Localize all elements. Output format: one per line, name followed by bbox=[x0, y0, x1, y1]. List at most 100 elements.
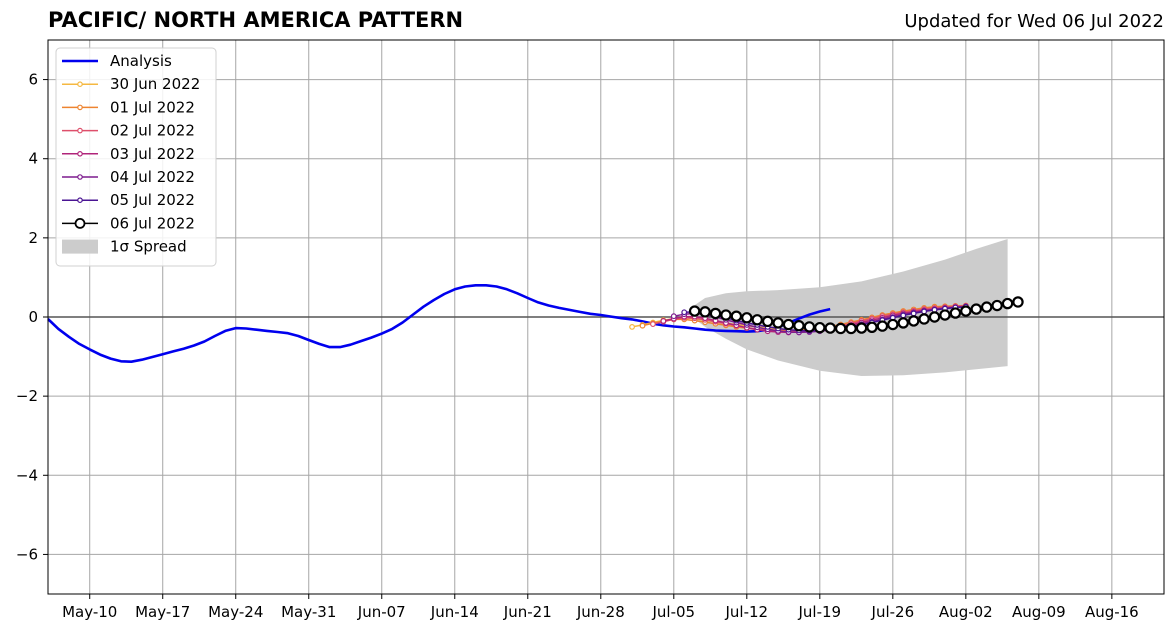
legend-item: 05 Jul 2022 bbox=[62, 191, 195, 209]
legend-label: 05 Jul 2022 bbox=[110, 191, 195, 209]
current-forecast-point bbox=[866, 321, 878, 333]
current-forecast-point bbox=[876, 320, 889, 332]
current-forecast-point bbox=[772, 317, 784, 329]
current-forecast-point bbox=[814, 321, 826, 334]
legend-marker bbox=[77, 174, 83, 180]
x-tick-label: Jun-07 bbox=[357, 603, 406, 621]
current-forecast-point bbox=[918, 313, 930, 325]
legend-label: 06 Jul 2022 bbox=[110, 214, 195, 232]
x-tick-label: Jun-28 bbox=[576, 603, 625, 621]
legend-item: Analysis bbox=[62, 52, 172, 70]
current-forecast-point bbox=[699, 306, 711, 318]
spread-band bbox=[694, 239, 1008, 376]
current-forecast-point bbox=[991, 299, 1003, 312]
current-forecast-point bbox=[834, 322, 847, 335]
forecast-point bbox=[670, 313, 677, 320]
analysis-line bbox=[47, 284, 831, 363]
y-tick-label: −6 bbox=[16, 545, 38, 563]
current-forecast-point bbox=[855, 322, 868, 334]
series-group bbox=[47, 284, 1024, 363]
current-forecast-point bbox=[949, 307, 962, 319]
y-tick-label: 4 bbox=[28, 150, 38, 168]
current-forecast-point bbox=[1012, 296, 1024, 308]
y-tick-label: 0 bbox=[28, 308, 38, 326]
forecast-point bbox=[660, 318, 667, 324]
y-tick-label: 6 bbox=[28, 71, 38, 89]
x-tick-label: May-31 bbox=[281, 603, 336, 621]
current-forecast-point bbox=[960, 305, 972, 317]
legend-item: 03 Jul 2022 bbox=[62, 145, 195, 163]
legend-item: 04 Jul 2022 bbox=[62, 168, 195, 186]
x-tick-label: Jul-05 bbox=[651, 603, 695, 621]
x-tick-label: Aug-16 bbox=[1085, 603, 1139, 621]
current-forecast-point bbox=[720, 309, 732, 321]
current-forecast-point bbox=[782, 318, 795, 331]
x-tick-label: Jul-26 bbox=[871, 603, 915, 621]
current-forecast-point bbox=[887, 318, 899, 331]
current-forecast-point bbox=[824, 322, 836, 334]
x-axis: May-10 May-17 May-24 May-31 Jun-07 Jun-14 Jun-… bbox=[62, 594, 1139, 621]
current-forecast-point bbox=[741, 312, 753, 324]
current-forecast-point bbox=[980, 301, 993, 313]
legend-label: 04 Jul 2022 bbox=[110, 168, 195, 186]
legend-swatch bbox=[62, 239, 98, 254]
forecast-point bbox=[900, 312, 907, 319]
current-forecast-point bbox=[688, 305, 701, 317]
x-tick-label: May-10 bbox=[62, 603, 117, 621]
legend-marker bbox=[74, 217, 86, 229]
forecast-point bbox=[921, 308, 928, 315]
legend-item: 1σ Spread bbox=[62, 238, 187, 256]
legend-label: 01 Jul 2022 bbox=[110, 98, 195, 116]
current-forecast-series bbox=[688, 296, 1024, 335]
current-forecast-point bbox=[709, 307, 722, 320]
legend-item: 30 Jun 2022 bbox=[62, 75, 200, 93]
y-tick-label: −4 bbox=[16, 466, 38, 484]
legend-marker bbox=[77, 151, 83, 157]
legend: Analysis 30 Jun 2022 01 Jul 2022 02 Jul 202… bbox=[55, 47, 217, 267]
current-forecast-point bbox=[970, 303, 982, 315]
current-forecast-point bbox=[751, 314, 763, 326]
legend-item: 06 Jul 2022 bbox=[62, 214, 195, 232]
current-forecast-point bbox=[1001, 297, 1014, 310]
x-tick-label: Jul-19 bbox=[798, 603, 842, 621]
forecast-point bbox=[910, 310, 917, 317]
current-forecast-point bbox=[939, 309, 951, 321]
forecast-point bbox=[650, 321, 656, 328]
current-forecast-point bbox=[793, 320, 805, 332]
x-tick-label: May-24 bbox=[208, 603, 263, 621]
chart-title: PACIFIC/ NORTH AMERICA PATTERN bbox=[48, 8, 464, 32]
current-forecast-point bbox=[928, 311, 941, 323]
legend-label: 02 Jul 2022 bbox=[110, 122, 195, 140]
y-axis: −6 −4 −2 0 2 4 6 bbox=[16, 71, 48, 563]
x-tick-label: May-17 bbox=[135, 603, 190, 621]
forecast-point bbox=[629, 323, 635, 330]
x-tick-label: Jul-12 bbox=[724, 603, 768, 621]
x-tick-label: Jun-14 bbox=[430, 603, 479, 621]
x-tick-label: Jun-21 bbox=[503, 603, 552, 621]
y-tick-label: −2 bbox=[16, 387, 38, 405]
legend-marker bbox=[77, 127, 83, 134]
legend-item: 01 Jul 2022 bbox=[62, 98, 195, 116]
current-forecast-point bbox=[897, 317, 909, 329]
y-tick-label: 2 bbox=[28, 229, 38, 247]
spread-area bbox=[694, 239, 1008, 376]
x-tick-label: Aug-09 bbox=[1012, 603, 1066, 621]
legend-label: Analysis bbox=[110, 52, 172, 70]
current-forecast-point bbox=[761, 315, 774, 328]
x-tick-label: Aug-02 bbox=[939, 603, 993, 621]
forecast-point bbox=[639, 322, 646, 329]
current-forecast-point bbox=[845, 322, 857, 335]
legend-marker bbox=[77, 104, 83, 111]
updated-date: Updated for Wed 06 Jul 2022 bbox=[904, 11, 1164, 32]
legend-label: 30 Jun 2022 bbox=[110, 75, 200, 93]
current-forecast-point bbox=[907, 315, 920, 327]
current-forecast-point bbox=[730, 310, 743, 322]
current-forecast-point bbox=[803, 321, 816, 333]
legend-label: 03 Jul 2022 bbox=[110, 145, 195, 163]
legend-marker bbox=[77, 197, 83, 204]
legend-label: 1σ Spread bbox=[110, 238, 187, 256]
legend-box bbox=[55, 47, 217, 267]
legend-item: 02 Jul 2022 bbox=[62, 122, 195, 140]
legend-marker bbox=[77, 81, 83, 88]
